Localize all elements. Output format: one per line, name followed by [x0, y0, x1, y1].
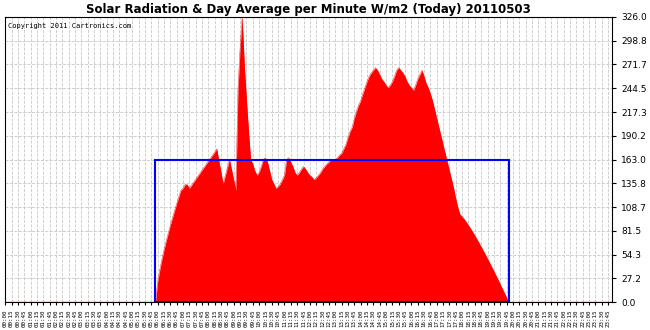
- Bar: [155, 159, 509, 302]
- Text: Copyright 2011 Cartronics.com: Copyright 2011 Cartronics.com: [8, 23, 131, 29]
- Title: Solar Radiation & Day Average per Minute W/m2 (Today) 20110503: Solar Radiation & Day Average per Minute…: [86, 3, 531, 16]
